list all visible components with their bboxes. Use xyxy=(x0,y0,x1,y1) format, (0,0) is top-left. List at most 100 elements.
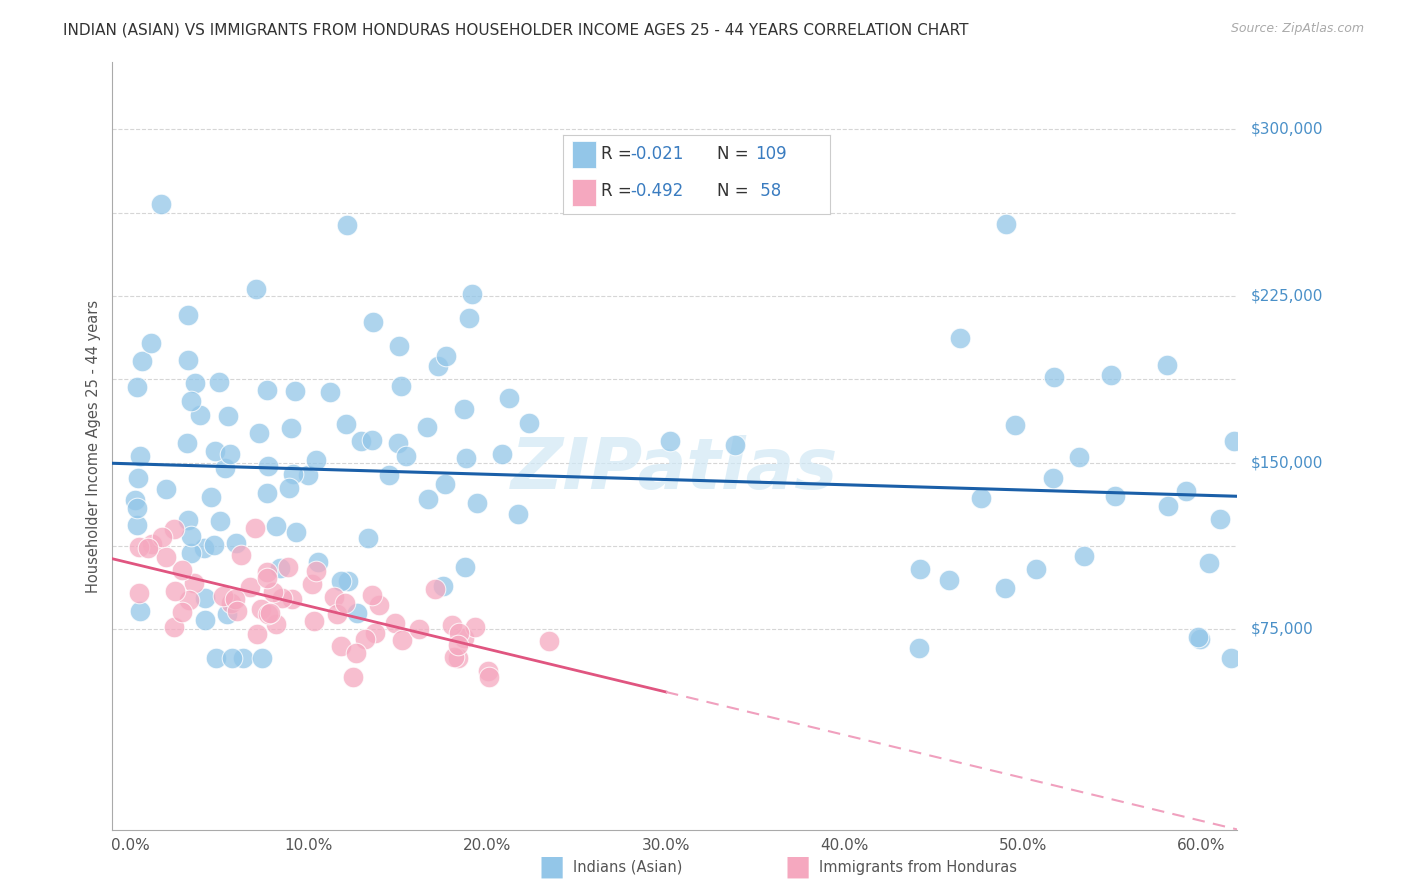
Point xyxy=(388,339,411,353)
Point xyxy=(180,394,202,409)
Point xyxy=(127,518,149,533)
Text: $300,000: $300,000 xyxy=(1251,121,1323,136)
Point xyxy=(245,282,267,296)
Point xyxy=(155,483,177,497)
Point xyxy=(277,481,299,495)
Point xyxy=(367,599,389,613)
Point xyxy=(219,446,242,460)
Text: ■: ■ xyxy=(538,853,565,881)
Text: ZIPatlas: ZIPatlas xyxy=(512,434,838,503)
Point xyxy=(994,217,1017,231)
Point xyxy=(257,459,280,474)
Point xyxy=(461,287,484,301)
Text: ■: ■ xyxy=(785,853,811,881)
Point xyxy=(447,625,470,640)
Point xyxy=(150,196,173,211)
Point xyxy=(1156,359,1178,373)
Point xyxy=(217,607,239,622)
Point xyxy=(205,651,228,665)
Point xyxy=(443,650,465,665)
Point xyxy=(344,646,367,660)
Point xyxy=(477,670,499,684)
Point xyxy=(257,607,280,621)
Bar xyxy=(572,141,596,168)
Point xyxy=(231,549,253,563)
Point xyxy=(394,449,416,463)
Point xyxy=(194,613,217,627)
Point xyxy=(256,565,278,579)
Point xyxy=(1043,369,1066,384)
Point xyxy=(1198,556,1220,570)
Point xyxy=(491,447,513,461)
Point xyxy=(179,593,201,607)
Point xyxy=(1073,549,1095,564)
Point xyxy=(336,219,359,233)
Point xyxy=(1188,632,1211,647)
Point xyxy=(281,592,304,607)
Text: R =: R = xyxy=(602,145,637,163)
Point xyxy=(387,436,409,450)
Point xyxy=(326,607,349,621)
Point xyxy=(256,383,278,397)
Point xyxy=(378,468,401,483)
Point xyxy=(1099,368,1122,383)
Point xyxy=(458,310,481,325)
Point xyxy=(217,409,239,423)
Point xyxy=(128,540,150,554)
Point xyxy=(423,582,446,596)
Text: $225,000: $225,000 xyxy=(1251,288,1323,303)
Point xyxy=(418,492,440,507)
Point xyxy=(246,627,269,641)
Bar xyxy=(572,178,596,205)
Point xyxy=(150,530,173,544)
Point xyxy=(239,580,262,594)
Point xyxy=(250,602,273,616)
Point xyxy=(1004,417,1026,432)
Point xyxy=(155,549,177,564)
Point xyxy=(264,616,287,631)
Point xyxy=(177,353,200,368)
Point xyxy=(127,500,149,515)
Text: R =: R = xyxy=(602,182,637,201)
Point xyxy=(384,616,406,631)
Point xyxy=(994,582,1017,596)
Point xyxy=(391,632,413,647)
Point xyxy=(256,486,278,500)
Point xyxy=(537,634,560,648)
Point xyxy=(129,604,152,618)
Point xyxy=(346,607,368,621)
Point xyxy=(176,435,198,450)
Point xyxy=(1104,490,1126,504)
Point xyxy=(434,476,457,491)
Point xyxy=(361,433,384,447)
Point xyxy=(188,408,211,422)
Point xyxy=(360,588,382,602)
Point xyxy=(910,562,932,576)
Point xyxy=(131,354,153,368)
Point xyxy=(330,574,353,588)
Point xyxy=(219,596,242,610)
Point xyxy=(907,640,929,655)
Point xyxy=(1187,630,1209,644)
Point xyxy=(211,589,233,603)
Point xyxy=(432,579,454,593)
Point xyxy=(508,507,530,521)
Point xyxy=(250,651,273,665)
Point xyxy=(172,605,194,619)
Text: $150,000: $150,000 xyxy=(1251,455,1323,470)
Point xyxy=(302,614,325,628)
Point xyxy=(350,434,373,448)
Point xyxy=(363,315,385,329)
Point xyxy=(214,461,236,475)
Point xyxy=(184,376,207,390)
Point xyxy=(658,434,681,449)
Point xyxy=(1223,434,1246,449)
Point xyxy=(446,638,468,652)
Point xyxy=(247,426,270,441)
Point xyxy=(141,537,163,551)
Point xyxy=(232,651,254,665)
Point xyxy=(277,560,299,574)
Point xyxy=(128,586,150,600)
Point xyxy=(177,308,200,322)
Point xyxy=(262,584,284,599)
